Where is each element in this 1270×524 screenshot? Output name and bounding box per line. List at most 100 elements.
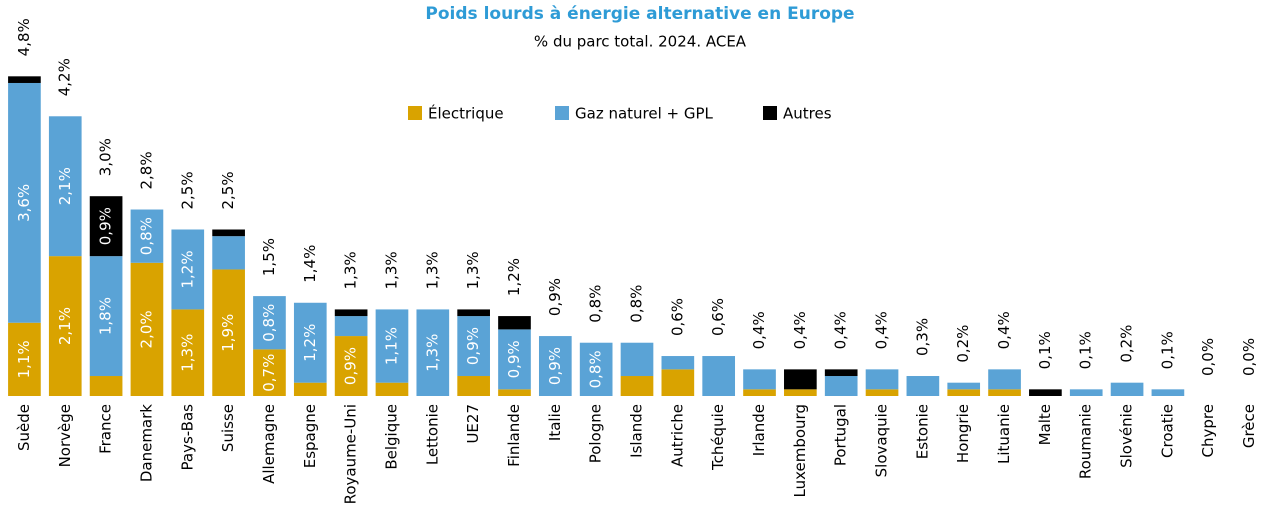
bar-segment bbox=[1151, 389, 1185, 396]
total-label: 4,8% bbox=[15, 18, 33, 56]
x-tick-label: Danemark bbox=[137, 404, 155, 482]
total-label: 0,4% bbox=[832, 311, 850, 349]
x-tick-label: Italie bbox=[546, 404, 564, 441]
bar-segment bbox=[334, 336, 368, 396]
total-label: 0,4% bbox=[995, 311, 1013, 349]
bar-segment bbox=[212, 236, 245, 270]
segment-label: 1,2% bbox=[178, 250, 196, 288]
bar-segment bbox=[702, 356, 736, 396]
bar-segment bbox=[89, 256, 123, 377]
bar-segment bbox=[824, 369, 858, 377]
x-tick-label: Finlande bbox=[505, 404, 523, 467]
x-tick-label: Tchéquie bbox=[709, 404, 727, 471]
bar-segment bbox=[457, 309, 490, 317]
bar-segment bbox=[538, 336, 572, 396]
bar-segment bbox=[661, 369, 695, 396]
bar-segment bbox=[212, 269, 245, 396]
bar-segment bbox=[8, 76, 41, 83]
segment-label: 0,9% bbox=[342, 347, 360, 385]
segment-label: 1,9% bbox=[219, 314, 237, 352]
bar-segment bbox=[784, 369, 817, 390]
x-tick-label: Slovaquie bbox=[873, 404, 891, 477]
bar-segment bbox=[498, 389, 531, 396]
total-label: 0,8% bbox=[587, 285, 605, 323]
bar-segment bbox=[89, 196, 123, 257]
total-label: 1,3% bbox=[423, 251, 441, 289]
bar-segment bbox=[8, 82, 41, 323]
segment-label: 0,8% bbox=[587, 350, 605, 388]
bar-segment bbox=[1069, 389, 1103, 396]
legend-swatch bbox=[763, 106, 777, 120]
bar-segment bbox=[498, 316, 531, 330]
bar-segment bbox=[988, 369, 1021, 390]
x-tick-label: Estonie bbox=[913, 404, 931, 459]
total-label: 0,1% bbox=[1036, 331, 1054, 369]
bar-segment bbox=[48, 116, 82, 257]
bar-segment bbox=[457, 316, 490, 377]
bar-segment bbox=[334, 316, 368, 337]
total-label: 2,5% bbox=[219, 171, 237, 209]
legend-label: Gaz naturel + GPL bbox=[575, 105, 714, 123]
bar-segment bbox=[375, 382, 409, 396]
bar-segment bbox=[457, 376, 490, 396]
x-tick-label: Croatie bbox=[1158, 404, 1176, 458]
x-tick-label: Hongrie bbox=[954, 404, 972, 463]
total-label: 1,3% bbox=[382, 251, 400, 289]
segment-label: 1,2% bbox=[301, 324, 319, 362]
x-tick-label: Lituanie bbox=[995, 404, 1013, 464]
bar-segment bbox=[620, 376, 654, 396]
x-tick-label: Belgique bbox=[382, 404, 400, 470]
total-label: 0,9% bbox=[546, 278, 564, 316]
bar-segment bbox=[416, 309, 450, 396]
legend-label: Électrique bbox=[428, 104, 504, 123]
bar-segment bbox=[947, 389, 981, 396]
x-tick-label: Roumanie bbox=[1077, 404, 1095, 479]
bar-segment bbox=[253, 349, 286, 396]
total-label: 0,4% bbox=[873, 311, 891, 349]
bar-segment bbox=[784, 389, 817, 396]
bar-segment bbox=[947, 382, 981, 390]
x-tick-label: Irlande bbox=[750, 404, 768, 456]
total-label: 0,2% bbox=[1118, 325, 1136, 363]
x-tick-label: Portugal bbox=[832, 404, 850, 466]
segment-label: 1,1% bbox=[15, 340, 33, 378]
x-tick-label: Espagne bbox=[301, 404, 319, 468]
x-tick-label: France bbox=[97, 404, 115, 454]
segment-label: 0,7% bbox=[260, 354, 278, 392]
total-label: 0,1% bbox=[1077, 331, 1095, 369]
bar-segment bbox=[130, 209, 164, 263]
total-label: 0,0% bbox=[1199, 338, 1217, 376]
bar-segment bbox=[743, 369, 776, 390]
segment-label: 2,0% bbox=[137, 310, 155, 348]
bar-segment bbox=[865, 389, 899, 396]
x-tick-label: Suède bbox=[15, 404, 33, 451]
total-label: 1,3% bbox=[464, 251, 482, 289]
x-tick-label: Malte bbox=[1036, 404, 1054, 445]
total-label: 0,4% bbox=[750, 311, 768, 349]
segment-label: 2,1% bbox=[56, 167, 74, 205]
total-label: 0,6% bbox=[709, 298, 727, 336]
x-tick-label: Chypre bbox=[1199, 404, 1217, 457]
bar-segment bbox=[253, 296, 286, 350]
segment-label: 1,1% bbox=[382, 327, 400, 365]
total-label: 1,5% bbox=[260, 238, 278, 276]
bar-segment bbox=[89, 376, 123, 396]
total-label: 0,6% bbox=[668, 298, 686, 336]
legend-swatch bbox=[555, 106, 569, 120]
x-tick-label: Allemagne bbox=[260, 404, 278, 484]
x-tick-label: UE27 bbox=[464, 404, 482, 444]
bar-segment bbox=[334, 309, 368, 317]
segment-label: 1,3% bbox=[423, 334, 441, 372]
total-label: 2,5% bbox=[178, 171, 196, 209]
bar-segment bbox=[661, 356, 695, 370]
total-label: 1,4% bbox=[301, 245, 319, 283]
bar-segment bbox=[620, 342, 654, 377]
total-label: 2,8% bbox=[137, 151, 155, 189]
x-tick-label: Islande bbox=[628, 404, 646, 458]
segment-label: 1,8% bbox=[97, 297, 115, 335]
segment-label: 0,9% bbox=[505, 340, 523, 378]
total-label: 0,1% bbox=[1158, 331, 1176, 369]
segment-label: 0,8% bbox=[137, 217, 155, 255]
bar-segment bbox=[48, 256, 82, 396]
segment-label: 0,9% bbox=[97, 207, 115, 245]
